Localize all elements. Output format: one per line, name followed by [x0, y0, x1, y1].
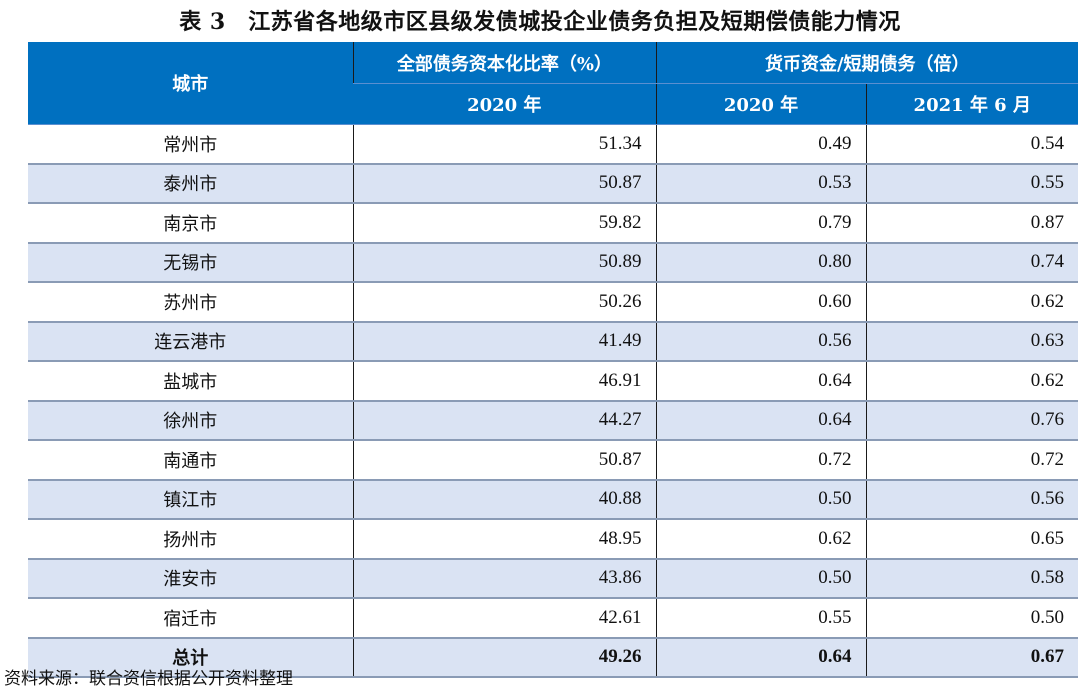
- cash-ratio-2021-06-cell: 0.62: [865, 282, 1079, 323]
- cash-ratio-2020-cell: 0.60: [655, 282, 866, 323]
- header-debt-ratio: 全部债务资本化比率（%）: [352, 42, 656, 84]
- table-title: 表 3 江苏省各地级市区县级发债城投企业债务负担及短期偿债能力情况: [179, 9, 901, 35]
- cash-ratio-2021-06-cell: 0.63: [865, 321, 1079, 362]
- table-row: 无锡市 50.89 0.80 0.74: [28, 242, 1079, 283]
- city-cell: 南京市: [28, 203, 353, 244]
- table-row: 南通市 50.87 0.72 0.72: [28, 440, 1079, 481]
- cash-ratio-2020-cell: 0.50: [655, 558, 866, 599]
- cash-ratio-2020-cell: 0.72: [655, 440, 866, 481]
- city-cell: 淮安市: [28, 558, 353, 599]
- cash-ratio-2021-06-cell: 0.58: [865, 558, 1079, 599]
- table-row: 常州市 51.34 0.49 0.54: [28, 124, 1079, 165]
- debt-ratio-2020-cell: 50.87: [352, 440, 656, 481]
- city-cell: 连云港市: [28, 321, 353, 362]
- cash-ratio-2020-cell: 0.80: [655, 242, 866, 283]
- debt-ratio-2020-cell: 49.26: [352, 637, 656, 678]
- table-row: 宿迁市 42.61 0.55 0.50: [28, 598, 1079, 639]
- cash-ratio-2020-cell: 0.64: [655, 361, 866, 402]
- debt-ratio-2020-cell: 40.88: [352, 479, 656, 520]
- city-cell: 镇江市: [28, 479, 353, 520]
- debt-ratio-2020-cell: 50.26: [352, 282, 656, 323]
- debt-ratio-2020-cell: 50.87: [352, 163, 656, 204]
- debt-table: 城市 全部债务资本化比率（%） 货币资金/短期债务（倍） 2020 年 2020…: [28, 42, 1079, 678]
- cash-ratio-2021-06-cell: 0.65: [865, 519, 1079, 560]
- table-row: 盐城市 46.91 0.64 0.62: [28, 361, 1079, 402]
- cash-ratio-2020-cell: 0.62: [655, 519, 866, 560]
- total-row: 总计 49.26 0.64 0.67: [28, 637, 1079, 678]
- table-row: 南京市 59.82 0.79 0.87: [28, 203, 1079, 244]
- table-row: 泰州市 50.87 0.53 0.55: [28, 163, 1079, 204]
- table-row: 淮安市 43.86 0.50 0.58: [28, 558, 1079, 599]
- source-note: 资料来源：联合资信根据公开资料整理: [4, 669, 293, 689]
- city-cell: 宿迁市: [28, 598, 353, 639]
- city-cell: 盐城市: [28, 361, 353, 402]
- cash-ratio-2021-06-cell: 0.87: [865, 203, 1079, 244]
- city-cell: 苏州市: [28, 282, 353, 323]
- cash-ratio-2021-06-cell: 0.76: [865, 400, 1079, 441]
- debt-ratio-2020-cell: 42.61: [352, 598, 656, 639]
- city-cell: 南通市: [28, 440, 353, 481]
- cash-ratio-2020-cell: 0.49: [655, 124, 866, 165]
- city-cell: 总计: [28, 637, 353, 678]
- cash-ratio-2020-cell: 0.55: [655, 598, 866, 639]
- debt-ratio-2020-cell: 48.95: [352, 519, 656, 560]
- debt-ratio-2020-cell: 51.34: [352, 124, 656, 165]
- table-row: 镇江市 40.88 0.50 0.56: [28, 479, 1079, 520]
- city-cell: 徐州市: [28, 400, 353, 441]
- header-city: 城市: [28, 42, 353, 125]
- city-cell: 常州市: [28, 124, 353, 165]
- header-cash-2020: 2020 年: [655, 83, 866, 125]
- header-ratio-2020: 2020 年: [353, 83, 656, 125]
- debt-ratio-2020-cell: 43.86: [352, 558, 656, 599]
- cash-ratio-2021-06-cell: 0.56: [865, 479, 1079, 520]
- debt-ratio-2020-cell: 41.49: [352, 321, 656, 362]
- cash-ratio-2021-06-cell: 0.67: [865, 637, 1079, 678]
- cash-ratio-2020-cell: 0.64: [655, 637, 866, 678]
- header-cash-ratio: 货币资金/短期债务（倍）: [655, 42, 1079, 84]
- cash-ratio-2021-06-cell: 0.62: [865, 361, 1079, 402]
- table-row: 徐州市 44.27 0.64 0.76: [28, 400, 1079, 441]
- cash-ratio-2021-06-cell: 0.74: [865, 242, 1079, 283]
- debt-ratio-2020-cell: 46.91: [352, 361, 656, 402]
- table-row: 苏州市 50.26 0.60 0.62: [28, 282, 1079, 323]
- cash-ratio-2021-06-cell: 0.72: [865, 440, 1079, 481]
- cash-ratio-2020-cell: 0.50: [655, 479, 866, 520]
- cash-ratio-2020-cell: 0.53: [655, 163, 866, 204]
- cash-ratio-2021-06-cell: 0.50: [865, 598, 1079, 639]
- cash-ratio-2020-cell: 0.56: [655, 321, 866, 362]
- city-cell: 泰州市: [28, 163, 353, 204]
- debt-ratio-2020-cell: 44.27: [352, 400, 656, 441]
- cash-ratio-2020-cell: 0.64: [655, 400, 866, 441]
- cash-ratio-2021-06-cell: 0.55: [865, 163, 1079, 204]
- header-cash-2021-06: 2021 年 6 月: [865, 83, 1079, 125]
- cash-ratio-2020-cell: 0.79: [655, 203, 866, 244]
- table-row: 扬州市 48.95 0.62 0.65: [28, 519, 1079, 560]
- debt-ratio-2020-cell: 50.89: [352, 242, 656, 283]
- cash-ratio-2021-06-cell: 0.54: [865, 124, 1079, 165]
- city-cell: 扬州市: [28, 519, 353, 560]
- city-cell: 无锡市: [28, 242, 353, 283]
- debt-ratio-2020-cell: 59.82: [352, 203, 656, 244]
- table-row: 连云港市 41.49 0.56 0.63: [28, 321, 1079, 362]
